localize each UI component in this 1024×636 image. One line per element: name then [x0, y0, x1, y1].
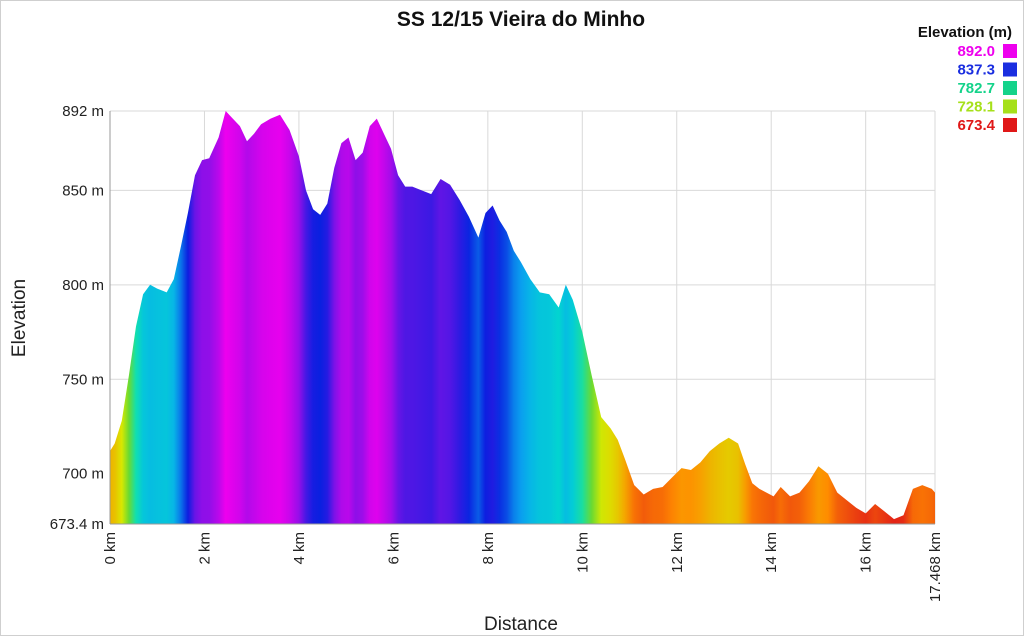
x-axis-label: Distance: [484, 614, 558, 635]
legend-item-label: 892.0: [957, 43, 995, 60]
legend-swatch: [1003, 99, 1017, 114]
legend-item-label: 728.1: [957, 99, 995, 116]
elevation-area: [110, 111, 935, 524]
x-tick-label: 0 km: [102, 532, 119, 565]
y-tick-label: 892 m: [62, 103, 104, 120]
x-tick-label: 16 km: [858, 532, 875, 573]
x-tick-labels: 0 km 2 km 4 km 6 km 8 km 10 km 12 km 14 km 16 km…: [102, 532, 944, 602]
x-tick-label: 4 km: [291, 532, 308, 565]
y-tick-label: 673.4 m: [50, 516, 104, 533]
legend-swatch: [1003, 81, 1017, 95]
x-tick-label: 8 km: [480, 532, 497, 565]
x-tick-label: 12 km: [669, 532, 686, 573]
y-tick-label: 700 m: [62, 466, 104, 483]
y-tick-label: 850 m: [62, 182, 104, 199]
legend-swatch: [1003, 118, 1017, 132]
legend-swatch: [1003, 62, 1017, 77]
legend-item-label: 673.4: [957, 117, 995, 134]
x-tick-label: 14 km: [763, 532, 780, 573]
legend-swatch: [1003, 44, 1017, 58]
y-axis-label: Elevation: [9, 279, 30, 357]
elevation-area-layer: [110, 111, 935, 524]
y-tick-labels: 673.4 m 700 m 750 m 800 m 850 m 892 m: [50, 103, 104, 533]
chart-title: SS 12/15 Vieira do Minho: [397, 8, 645, 31]
legend-title: Elevation (m): [918, 24, 1012, 41]
legend-item-label: 782.7: [957, 80, 995, 97]
x-tick-label: 2 km: [196, 532, 213, 565]
legend-item-label: 837.3: [957, 62, 995, 79]
x-tick-label: 6 km: [385, 532, 402, 565]
x-tick-label: 10 km: [574, 532, 591, 573]
y-tick-label: 750 m: [62, 371, 104, 388]
x-tick-label: 17.468 km: [927, 532, 944, 602]
y-tick-label: 800 m: [62, 277, 104, 294]
axes: [109, 111, 935, 525]
